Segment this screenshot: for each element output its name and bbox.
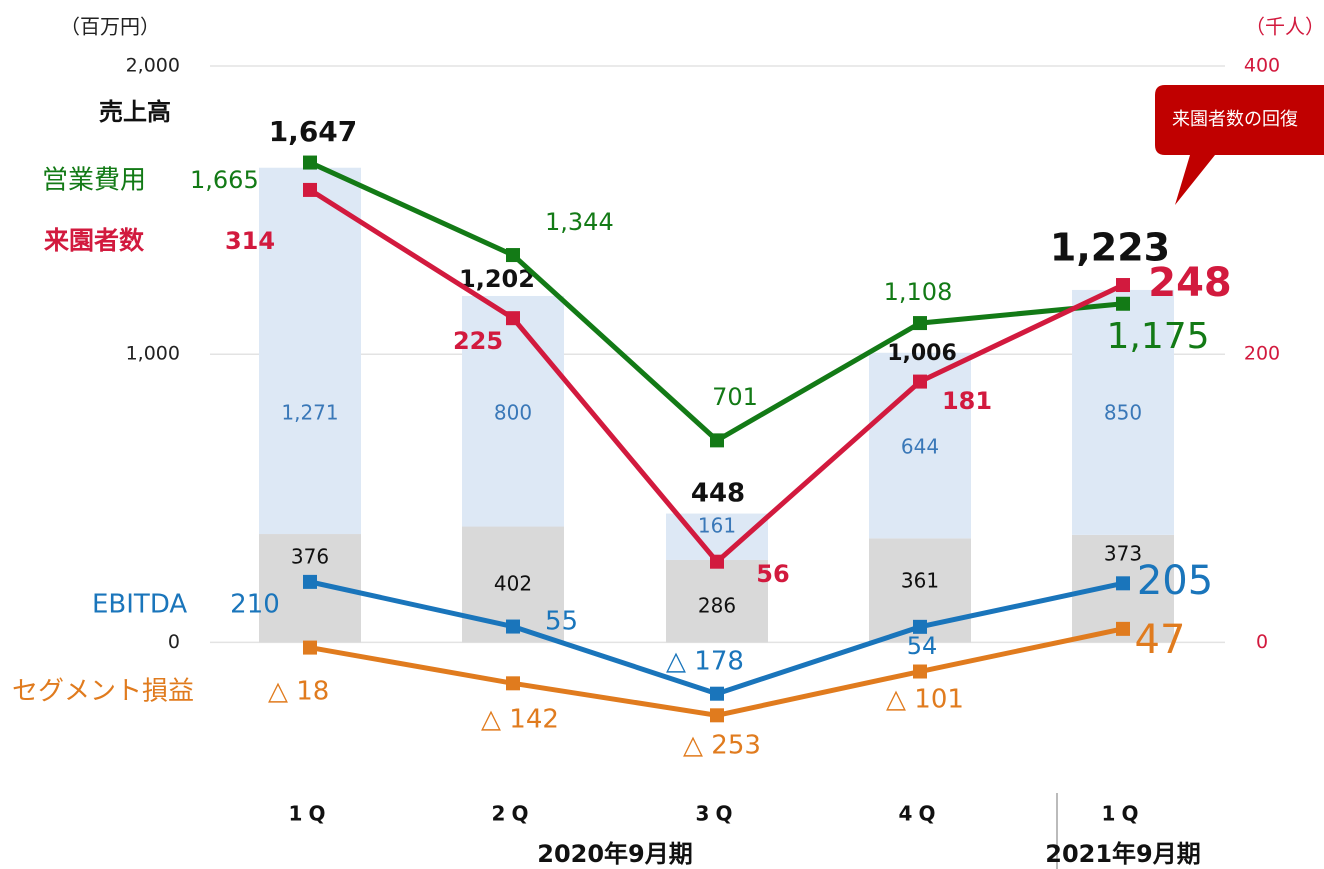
segment-label: 373: [1104, 542, 1142, 566]
x-tick-label: 1Q: [1102, 802, 1145, 826]
value-label: 1,344: [545, 208, 614, 236]
segment-label: 376: [291, 545, 329, 569]
segment-label: 1,271: [281, 401, 338, 425]
x-tick-label: 2Q: [492, 802, 535, 826]
segment-label: 850: [1104, 401, 1142, 425]
segment-label: 800: [494, 401, 532, 425]
line-marker: [506, 619, 520, 634]
value-label: 210: [230, 590, 280, 620]
value-label: △ 178: [666, 647, 744, 677]
y-tick-label: 0: [168, 631, 180, 653]
y2-tick-label: 400: [1244, 55, 1280, 77]
y-tick-label: 2,000: [126, 55, 180, 77]
x-tick-label: 3Q: [696, 802, 739, 826]
value-label: 56: [756, 560, 789, 588]
value-label: △ 253: [683, 731, 761, 761]
value-label: 1,108: [884, 278, 953, 306]
value-label: 1,665: [190, 166, 259, 194]
line-marker: [506, 248, 520, 263]
total-label: 1,647: [269, 115, 358, 148]
value-label: 205: [1137, 558, 1213, 604]
y2-tick-label: 200: [1244, 343, 1280, 365]
segment-label: 361: [901, 569, 939, 593]
line-marker: [303, 640, 317, 655]
value-label: 47: [1135, 617, 1186, 663]
value-label: △ 101: [886, 685, 964, 715]
line-marker: [710, 686, 724, 701]
bar-segment: [462, 295, 564, 527]
bar-segment: [1072, 289, 1174, 535]
bar-segment: [666, 559, 768, 643]
callout-text: 来園者数の回復: [1172, 109, 1298, 130]
segment-label: 161: [698, 514, 736, 538]
line-marker: [913, 316, 927, 331]
x-tick-label: 1Q: [289, 802, 332, 826]
value-label: 54: [907, 632, 938, 660]
line-marker: [1116, 278, 1130, 293]
line-marker: [303, 155, 317, 170]
line-marker: [913, 374, 927, 389]
line-marker: [913, 619, 927, 634]
x-tick-label: 4Q: [899, 802, 942, 826]
bar-segment: [259, 167, 361, 535]
value-label: 55: [545, 607, 578, 637]
line-marker: [710, 708, 724, 723]
group-label: 2020年9月期: [537, 840, 693, 868]
total-label: 1,202: [459, 265, 535, 293]
line-marker: [1116, 621, 1130, 636]
callout: [1155, 85, 1324, 205]
series-name: 営業費用: [42, 166, 146, 196]
series-name: EBITDA: [92, 590, 187, 620]
y-tick-label: 1,000: [126, 343, 180, 365]
value-label: △ 142: [481, 705, 559, 735]
line-marker: [913, 664, 927, 679]
line-marker: [506, 676, 520, 691]
y-unit: （百万円）: [60, 15, 160, 39]
value-label: 248: [1148, 260, 1232, 306]
line-marker: [1116, 576, 1130, 591]
value-label: 225: [453, 327, 503, 355]
group-label: 2021年9月期: [1045, 840, 1201, 868]
y2-tick-label: 0: [1256, 631, 1268, 653]
value-label: 1,175: [1106, 316, 1209, 357]
y2-unit: （千人）: [1245, 15, 1324, 39]
series-name: 来園者数: [44, 226, 145, 255]
segment-label: 644: [901, 435, 939, 459]
line-marker: [506, 311, 520, 326]
value-label: 181: [942, 387, 992, 415]
value-label: 314: [225, 227, 275, 255]
line-marker: [1116, 296, 1130, 311]
line-marker: [303, 574, 317, 589]
segment-label: 286: [698, 594, 736, 618]
total-label: 448: [691, 479, 745, 509]
series-name: 売上高: [99, 98, 171, 126]
line-marker: [710, 433, 724, 448]
value-label: △ 18: [268, 677, 329, 707]
line-marker: [710, 554, 724, 569]
line-marker: [303, 182, 317, 197]
segment-label: 402: [494, 572, 532, 596]
series-name: セグメント損益: [12, 677, 194, 707]
total-label: 1,006: [887, 341, 957, 366]
value-label: 701: [712, 383, 758, 411]
total-label: 1,223: [1050, 226, 1170, 270]
